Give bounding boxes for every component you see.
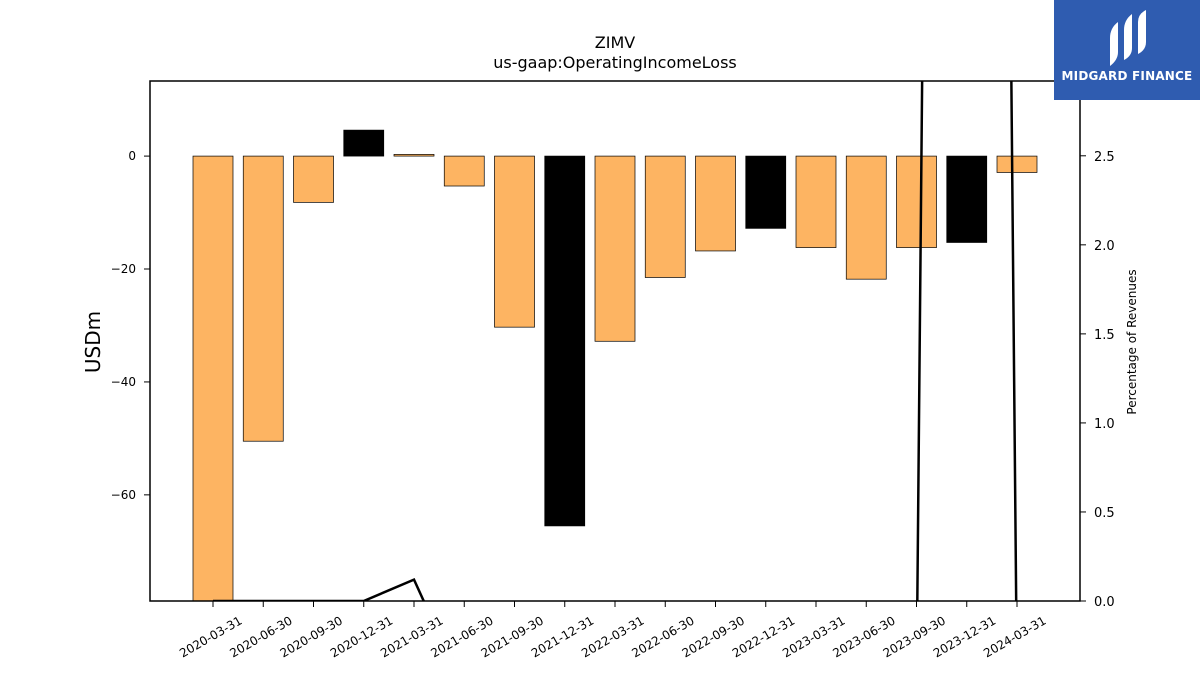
bar-2021-09-30: [494, 155, 535, 328]
bar-2022-09-30: [695, 155, 736, 252]
bar-2022-03-31: [594, 155, 636, 342]
y2-tick-label: 1.5: [1094, 328, 1115, 343]
bar-2023-06-30: [845, 155, 887, 280]
y2-tick-label: 0.0: [1094, 595, 1115, 610]
y2-axis-label: Percentage of Revenues: [1125, 269, 1139, 414]
y-tick-label: −20: [111, 262, 136, 276]
chart-subtitle: us-gaap:OperatingIncomeLoss: [493, 53, 737, 72]
bar-2023-12-31: [946, 155, 988, 243]
y2-tick-label: 2.5: [1094, 150, 1115, 165]
x-axis: 2020-03-312020-06-302020-09-302020-12-31…: [177, 601, 1049, 660]
bar-2021-03-31: [393, 154, 435, 157]
bar-2022-12-31: [745, 155, 787, 229]
y-tick-label: 0: [128, 149, 136, 163]
y-tick-label: −60: [111, 488, 136, 502]
chart-title: ZIMV: [595, 33, 635, 52]
bar-group: [192, 129, 1038, 601]
y-axis-right: 0.0 0.5 1.0 1.5 2.0 2.5: [1080, 150, 1115, 610]
y2-tick-label: 1.0: [1094, 417, 1115, 432]
bar-2020-09-30: [293, 155, 334, 203]
bar-2020-12-31: [343, 129, 385, 157]
line-group: [213, 81, 1018, 601]
y2-tick-label: 2.0: [1094, 239, 1115, 254]
y2-tick-label: 0.5: [1094, 506, 1115, 521]
bar-2023-09-30: [896, 155, 937, 248]
bar-2022-06-30: [644, 155, 686, 278]
bar-2023-03-31: [795, 155, 837, 248]
bar-2021-12-31: [544, 155, 586, 527]
brand-mark-icon: [1110, 10, 1146, 66]
brand-name: MIDGARD FINANCE: [1061, 69, 1193, 83]
y-axis-label: USDm: [81, 311, 105, 373]
y-axis-left: 0 −20 −40 −60: [111, 149, 150, 502]
bar-2024-03-31: [996, 155, 1038, 173]
y-tick-label: −40: [111, 375, 136, 389]
brand-logo: MIDGARD FINANCE: [1054, 0, 1200, 100]
bar-2020-03-31: [192, 155, 234, 601]
percentage-line: [213, 81, 1018, 601]
bar-2021-06-30: [443, 155, 485, 187]
bar-2020-06-30: [242, 155, 284, 442]
